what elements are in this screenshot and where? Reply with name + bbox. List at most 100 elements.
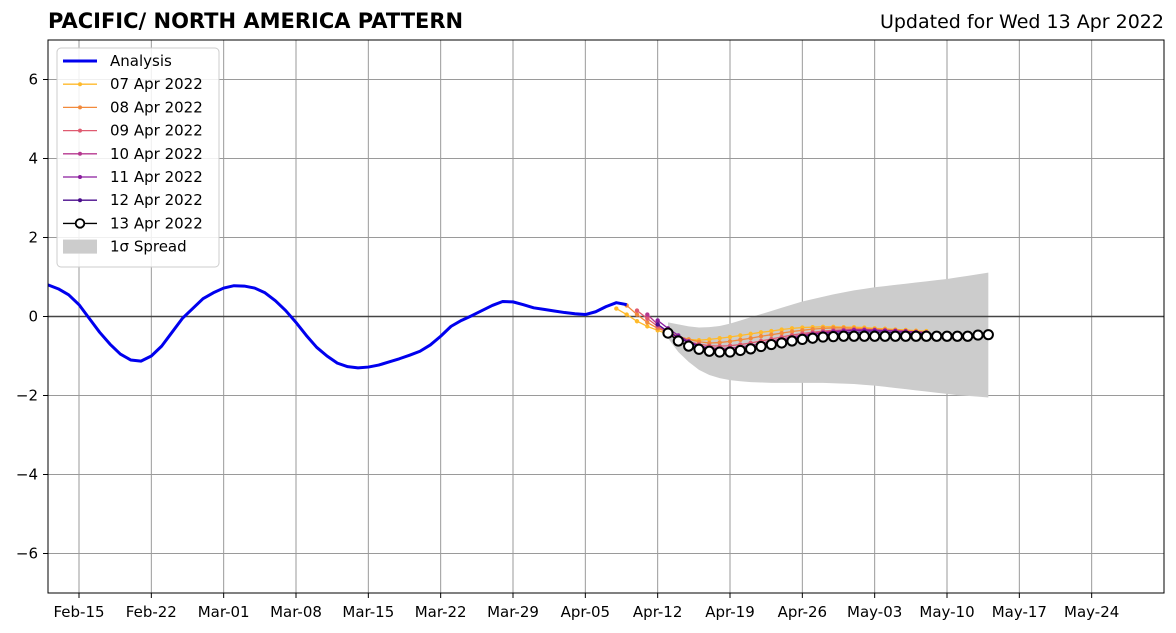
chart-title: PACIFIC/ NORTH AMERICA PATTERN xyxy=(48,9,464,33)
series-point xyxy=(745,343,757,355)
series-point xyxy=(827,331,839,343)
y-tick-label: 2 xyxy=(28,229,38,247)
series-point xyxy=(727,334,733,340)
x-tick-label: Feb-22 xyxy=(126,603,177,621)
x-tick-label: Feb-15 xyxy=(53,603,104,621)
series-point xyxy=(645,316,650,321)
legend-label: 09 Apr 2022 xyxy=(110,122,203,140)
x-tick-label: May-17 xyxy=(992,603,1047,621)
legend-marker xyxy=(74,218,86,229)
legend-label: 10 Apr 2022 xyxy=(110,145,203,163)
series-point xyxy=(769,332,774,337)
chart-subtitle: Updated for Wed 13 Apr 2022 xyxy=(879,11,1164,33)
x-tick-label: Apr-19 xyxy=(705,603,755,621)
series-point xyxy=(634,308,640,313)
series-point xyxy=(889,330,901,342)
legend-label: Analysis xyxy=(110,52,172,70)
series-point xyxy=(758,334,764,339)
legend-label: 12 Apr 2022 xyxy=(110,191,203,209)
series-point xyxy=(624,312,629,317)
legend-label: 07 Apr 2022 xyxy=(110,75,203,93)
x-tick-label: Mar-22 xyxy=(415,603,467,621)
series-point xyxy=(724,346,736,358)
series-point xyxy=(738,333,743,338)
legend-marker xyxy=(78,151,82,156)
legend-label: 13 Apr 2022 xyxy=(110,214,203,232)
x-tick-label: May-10 xyxy=(919,603,974,621)
legend-marker xyxy=(78,198,82,203)
series-point xyxy=(655,322,660,327)
series-point xyxy=(972,329,984,341)
legend-marker xyxy=(78,175,82,179)
series-point xyxy=(683,340,695,352)
series-point xyxy=(734,344,746,357)
series-point xyxy=(645,312,650,317)
legend-marker xyxy=(78,128,82,133)
series-point xyxy=(707,337,712,342)
series-point xyxy=(786,335,798,347)
y-tick-label: 4 xyxy=(28,150,38,168)
series-point xyxy=(758,330,764,335)
series-point xyxy=(738,337,743,343)
series-point xyxy=(662,327,674,339)
series-point xyxy=(920,330,932,342)
series-point xyxy=(807,332,819,344)
series-point xyxy=(962,330,974,342)
legend-label: 11 Apr 2022 xyxy=(110,168,203,186)
series-point xyxy=(634,312,640,317)
series-point xyxy=(931,330,943,342)
series-point xyxy=(703,345,715,357)
series-point xyxy=(672,335,684,347)
series-point xyxy=(714,346,726,358)
series-point xyxy=(879,330,891,342)
series-point xyxy=(779,330,784,336)
x-tick-label: Apr-26 xyxy=(778,603,828,621)
x-tick-label: Mar-29 xyxy=(487,603,539,621)
legend-swatch xyxy=(63,239,97,254)
series-point xyxy=(748,336,753,341)
series-point xyxy=(727,339,733,344)
series-point xyxy=(900,330,912,342)
series-point xyxy=(858,330,870,342)
series-point xyxy=(982,329,994,341)
analysis-line xyxy=(47,283,627,370)
series-point xyxy=(910,330,922,342)
legend-marker xyxy=(78,105,82,110)
x-tick-label: Mar-08 xyxy=(270,603,322,621)
series-point xyxy=(645,324,650,329)
x-tick-label: Mar-15 xyxy=(342,603,394,621)
x-tick-label: Apr-12 xyxy=(633,603,683,621)
legend-label: 08 Apr 2022 xyxy=(110,98,203,116)
x-tick-label: May-24 xyxy=(1064,603,1119,621)
legend-marker xyxy=(78,82,82,87)
series-point xyxy=(951,330,963,342)
series-point xyxy=(796,333,808,346)
axis-ticks: Feb-15 Feb-22 Mar-01 Mar-08 Mar-15 Mar-22 Mar-… xyxy=(16,71,1119,622)
series-point xyxy=(645,320,650,325)
legend-label: 1σ Spread xyxy=(110,238,187,256)
x-tick-label: May-03 xyxy=(847,603,902,621)
series-point xyxy=(748,331,753,337)
series-point xyxy=(755,340,767,353)
x-tick-label: Mar-01 xyxy=(198,603,250,621)
series-point xyxy=(614,306,619,311)
y-tick-label: −2 xyxy=(16,387,38,405)
y-tick-label: 6 xyxy=(28,71,38,89)
series-point xyxy=(941,330,953,342)
series-point xyxy=(765,338,777,351)
series-point xyxy=(717,336,722,341)
series-point xyxy=(838,330,850,342)
legend-box xyxy=(56,47,220,268)
series-point xyxy=(693,343,705,355)
series-point xyxy=(634,319,640,324)
series-point xyxy=(776,337,788,349)
x-tick-label: Apr-05 xyxy=(561,603,611,621)
series-point xyxy=(848,330,860,342)
series-point xyxy=(779,327,784,332)
y-tick-label: −4 xyxy=(16,466,38,484)
legend: Analysis 07 Apr 2022 08 Apr 2022 09 Apr 202… xyxy=(56,47,220,268)
series-point xyxy=(655,318,660,323)
y-tick-label: −6 xyxy=(16,545,38,563)
series-point xyxy=(769,328,774,334)
